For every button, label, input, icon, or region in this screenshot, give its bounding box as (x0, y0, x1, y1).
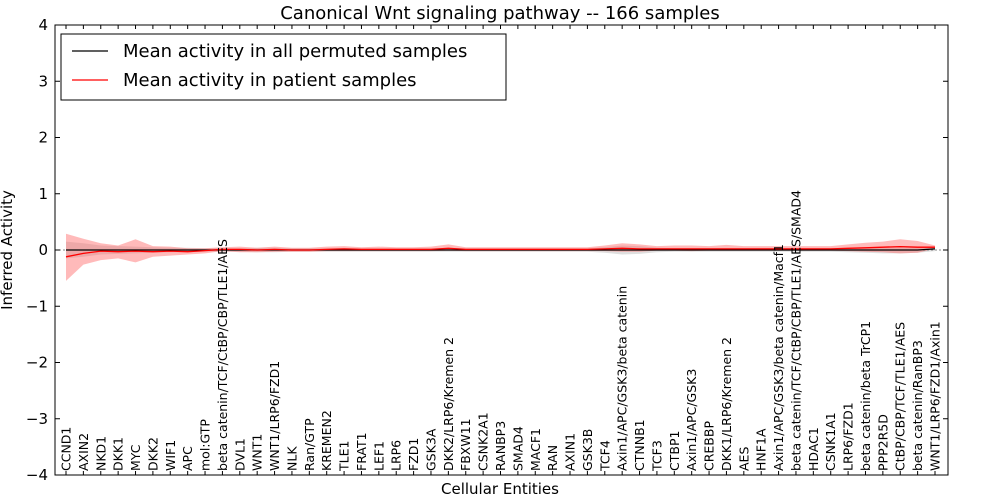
y-tick-label: −2 (26, 354, 48, 372)
y-axis-label: Inferred Activity (0, 190, 16, 310)
x-category-label: NKD1 (93, 436, 108, 471)
x-category-label: Ran/GTP (302, 418, 317, 471)
x-category-label: TCF3 (649, 440, 664, 472)
x-category-label: CSNK1A1 (823, 412, 838, 471)
x-category-label: WNT1 (250, 434, 265, 471)
y-tick-label: 0 (38, 241, 48, 259)
x-category-label: DKK2/LRP6/Kremen 2 (441, 337, 456, 471)
x-category-label: beta catenin/TCF/CtBP/CBP/TLE1/AES/SMAD4 (789, 190, 804, 471)
x-category-label: CCND1 (59, 427, 74, 471)
x-category-label: MACF1 (528, 428, 543, 471)
x-category-label: APC (180, 446, 195, 471)
legend-label-permuted: Mean activity in all permuted samples (123, 41, 467, 62)
band-patient (66, 233, 935, 281)
series-lines (65, 245, 936, 258)
x-category-label: WNT1/LRP6/FZD1/Axin1 (928, 321, 943, 471)
legend-box (60, 33, 507, 101)
x-category-label: RAN (545, 445, 560, 471)
x-category-label: NLK (284, 446, 299, 471)
x-category-label: MYC (128, 444, 143, 471)
x-category-label: KREMEN2 (319, 410, 334, 471)
x-category-label: CtBP/CBP/TCF/TLE1/AES (893, 322, 908, 471)
legend-label-patient: Mean activity in patient samples (123, 70, 417, 91)
x-category-label: beta catenin/beta TrCP1 (858, 321, 873, 471)
x-category-label: LEF1 (371, 441, 386, 471)
x-category-label: GSK3A (424, 428, 439, 471)
x-category-label: SMAD4 (510, 426, 525, 471)
x-category-label: AXIN2 (76, 433, 91, 471)
x-category-label: Axin1/APC/GSK3/beta catenin (615, 286, 630, 471)
x-category-label: HDAC1 (806, 427, 821, 471)
x-category-label: AXIN1 (563, 433, 578, 471)
x-axis-label: Cellular Entities (441, 480, 559, 498)
x-category-label: CTNNB1 (632, 419, 647, 471)
y-tick-label: 2 (38, 129, 48, 147)
x-category-label: FZD1 (406, 438, 421, 471)
x-category-label: LRP6/FZD1 (841, 402, 856, 471)
x-category-label: DKK1 (111, 437, 126, 471)
x-category-label: LRP6 (389, 440, 404, 471)
x-category-label: mol:GTP (198, 419, 213, 471)
x-category-label: Axin1/APC/GSK3/beta catenin/Macf1 (771, 244, 786, 471)
x-category-label: GSK3B (580, 429, 595, 471)
x-category-label: DKK1/LRP6/Kremen 2 (719, 337, 734, 471)
x-category-label: CREBBP (702, 421, 717, 471)
y-tick-label: −3 (26, 410, 48, 428)
x-category-label: AES (736, 447, 751, 471)
x-category-label: beta catenin/TCF/CtBP/CBP/TLE1/AES (215, 239, 230, 471)
x-axis: CCND1 AXIN2 NKD1 DKK1 MYC DKK2 WIF1 APC mol:GTP b… (59, 25, 943, 475)
x-category-label: WIF1 (163, 440, 178, 471)
x-category-label: TLE1 (337, 441, 352, 472)
x-category-label: TCF4 (597, 440, 612, 472)
x-category-label: FRAT1 (354, 432, 369, 471)
x-category-label: Axin1/APC/GSK3 (684, 369, 699, 471)
legend: Mean activity in all permuted samples Me… (60, 33, 507, 101)
x-category-label: HNF1A (754, 428, 769, 471)
x-category-label: DVL1 (232, 438, 247, 471)
y-tick-label: 3 (38, 72, 48, 90)
x-category-label: CSNK2A1 (476, 412, 491, 471)
x-category-label: CTBP1 (667, 431, 682, 471)
y-tick-label: 1 (38, 185, 48, 203)
x-category-label: beta catenin/RanBP3 (910, 340, 925, 471)
x-category-label: RANBP3 (493, 421, 508, 471)
x-category-label: WNT1/LRP6/FZD1 (267, 361, 282, 471)
x-category-label: PPP2R5D (875, 414, 890, 471)
y-axis: −4 −3 −2 −1 0 1 2 3 4 (26, 16, 948, 484)
y-tick-label: −1 (26, 297, 48, 315)
y-tick-label: 4 (38, 16, 48, 34)
x-category-label: FBXW11 (458, 418, 473, 471)
series-line-patient (65, 245, 935, 258)
confidence-bands (66, 233, 935, 281)
y-tick-label: −4 (26, 466, 48, 484)
x-category-label: DKK2 (145, 437, 160, 471)
chart-title: Canonical Wnt signaling pathway -- 166 s… (280, 3, 720, 24)
